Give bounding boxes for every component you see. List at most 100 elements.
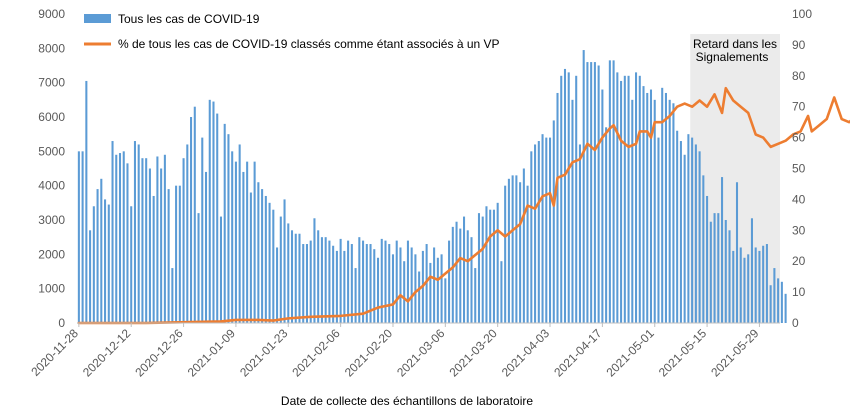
bar: [728, 230, 731, 323]
bar: [676, 130, 679, 323]
bar: [268, 202, 271, 323]
bar: [100, 178, 103, 323]
bar: [485, 206, 488, 323]
bar: [197, 213, 200, 323]
bar: [332, 245, 335, 323]
bar: [204, 171, 208, 323]
bar: [107, 204, 110, 323]
bar: [118, 153, 122, 323]
bar: [242, 171, 245, 323]
bar: [522, 168, 525, 323]
bar: [81, 151, 84, 323]
bar: [145, 158, 148, 323]
bar: [395, 240, 398, 323]
bar: [459, 228, 462, 323]
bar: [511, 175, 514, 323]
bar: [384, 240, 387, 323]
bar: [605, 127, 608, 323]
bar: [350, 244, 353, 323]
bar: [500, 261, 503, 323]
y-right-tick-label: 70: [792, 100, 806, 114]
bar: [694, 144, 697, 323]
bar: [309, 240, 312, 323]
bar: [515, 175, 518, 323]
bar: [649, 89, 653, 323]
bar: [320, 237, 323, 323]
bar: [294, 233, 297, 323]
bar: [762, 245, 765, 323]
bar: [115, 154, 118, 323]
legend-label-bars: Tous les cas de COVID-19: [118, 12, 260, 26]
bar: [193, 106, 196, 323]
bar: [130, 206, 133, 323]
bar: [780, 281, 783, 323]
bar: [593, 62, 596, 323]
bar: [657, 137, 660, 323]
bar: [425, 244, 428, 323]
x-tick-label: 2021-01-09: [185, 326, 239, 380]
x-tick-label: 2021-05-15: [656, 326, 710, 380]
y-left-tick-label: 0: [58, 316, 65, 330]
bar: [152, 195, 155, 323]
bar: [335, 250, 338, 323]
bar: [504, 185, 507, 323]
bar: [664, 92, 667, 323]
bar: [560, 75, 563, 323]
bar: [777, 278, 780, 323]
bar: [635, 72, 638, 324]
bar: [616, 72, 619, 324]
bar: [279, 216, 282, 323]
bar: [246, 161, 249, 323]
series-line: [77, 86, 850, 325]
bar: [601, 89, 604, 323]
bar: [631, 99, 634, 323]
y-left-tick-label: 6000: [38, 110, 65, 124]
y-right-tick-label: 50: [792, 162, 806, 176]
bar: [433, 247, 436, 323]
bar: [556, 92, 559, 323]
bar: [272, 209, 275, 323]
line-series: [77, 86, 850, 325]
y-left-tick-label: 1000: [38, 282, 65, 296]
bar: [126, 163, 129, 323]
bar: [414, 254, 417, 323]
bar: [571, 99, 574, 323]
bar: [276, 247, 279, 323]
bar: [317, 230, 320, 323]
bar: [257, 182, 260, 323]
bar: [249, 192, 252, 323]
bar: [141, 158, 144, 323]
bar: [89, 230, 92, 323]
bar: [620, 80, 623, 323]
x-tick-label: 2021-04-03: [499, 326, 553, 380]
bar: [661, 87, 664, 323]
y-left-tick-label: 9000: [38, 7, 65, 21]
bar: [466, 230, 469, 323]
bar: [597, 65, 600, 323]
bar: [474, 268, 477, 323]
bar: [231, 151, 234, 323]
bar: [212, 101, 215, 323]
bar: [354, 268, 357, 323]
bar: [290, 230, 294, 323]
bar: [302, 244, 305, 323]
x-tick-label: 2021-05-29: [708, 326, 762, 380]
bar: [178, 185, 181, 323]
bar: [313, 218, 316, 323]
bar: [702, 175, 705, 323]
bar: [687, 134, 690, 323]
bar-series: [77, 50, 787, 324]
bar: [489, 209, 492, 323]
bar: [679, 141, 682, 323]
bar: [343, 250, 346, 323]
bar: [167, 189, 170, 323]
bar: [339, 238, 342, 323]
bar: [444, 278, 447, 323]
bar: [492, 209, 495, 323]
bar: [582, 50, 585, 324]
bar: [769, 285, 772, 323]
bar: [104, 199, 107, 323]
bar: [526, 185, 529, 323]
bar: [706, 195, 709, 323]
